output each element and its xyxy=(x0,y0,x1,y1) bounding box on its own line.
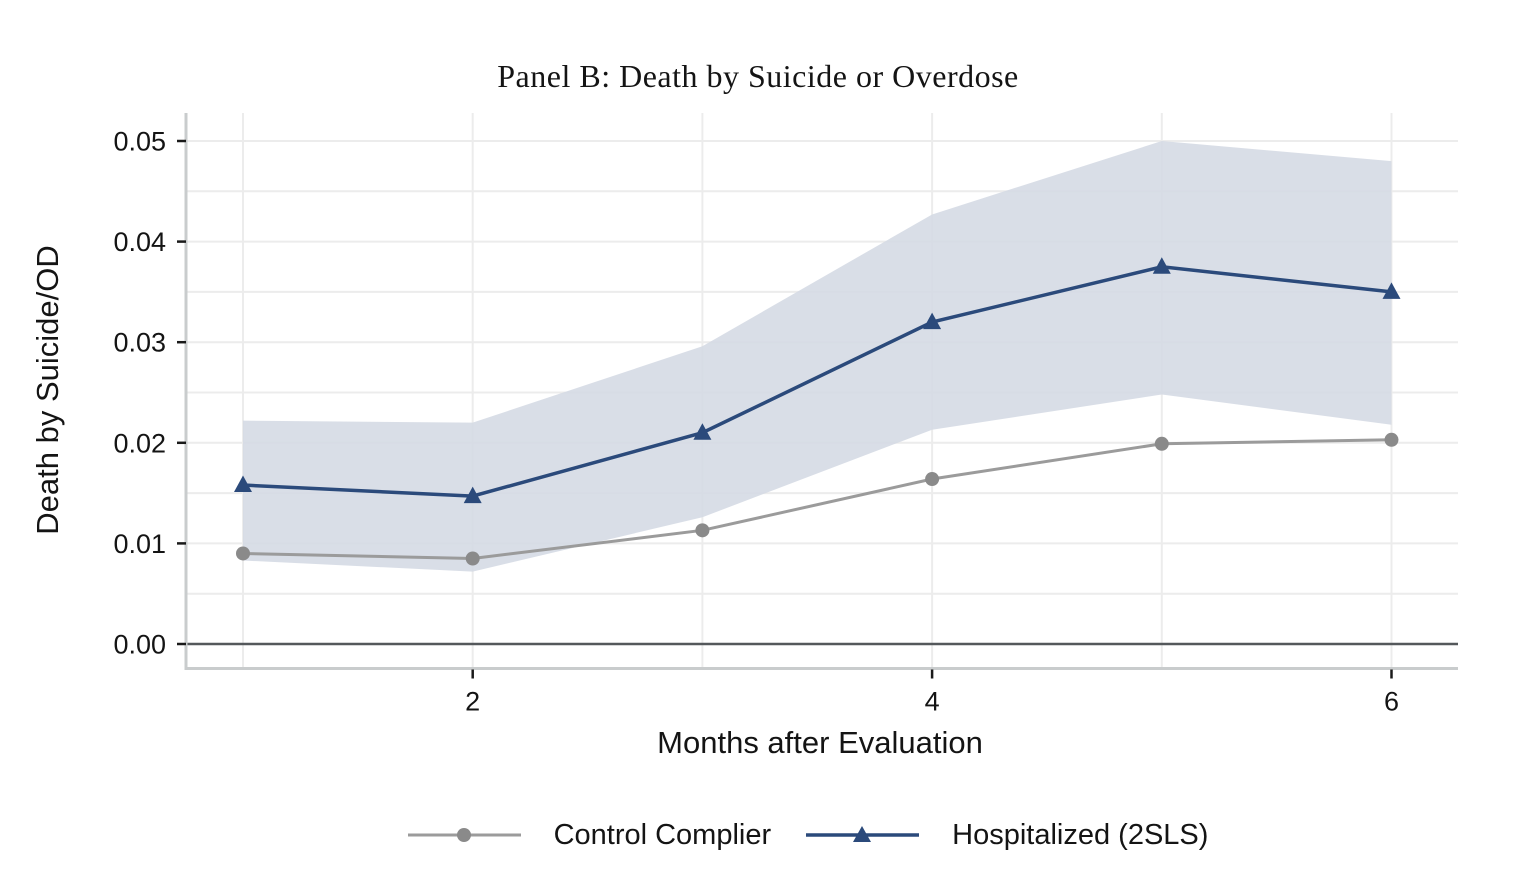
y-tick-label: 0.00 xyxy=(113,630,166,660)
legend-item-control: Control Complier xyxy=(407,818,772,852)
circle-icon xyxy=(407,828,521,842)
control-marker-circle xyxy=(925,472,940,487)
x-tick-label: 6 xyxy=(1384,687,1399,717)
control-marker-circle xyxy=(1154,436,1169,451)
x-tick-label: 2 xyxy=(465,687,480,717)
hospitalized-marker-triangle xyxy=(1382,282,1401,299)
confidence-band-polygon xyxy=(243,141,1392,572)
y-axis-ticks xyxy=(177,139,186,646)
x-axis-tick-labels: 2 4 6 xyxy=(465,687,1399,717)
confidence-band xyxy=(243,141,1392,572)
control-marker-circle xyxy=(236,546,250,561)
hospitalized-marker-triangle xyxy=(693,423,712,440)
hospitalized-marker-triangle xyxy=(1152,257,1171,274)
control-marker-circle xyxy=(695,523,710,538)
y-tick-label: 0.01 xyxy=(113,529,166,559)
control-marker-circle xyxy=(1384,432,1399,447)
legend-item-hospitalized: Hospitalized (2SLS) xyxy=(806,819,1208,852)
hospitalized-marker-triangle xyxy=(463,486,482,504)
hospitalized-line xyxy=(242,264,1392,498)
y-axis-title: Death by Suicide/OD xyxy=(30,245,65,534)
control-marker-circle xyxy=(465,551,480,566)
y-axis-tick-labels: 0.00 0.01 0.02 0.03 0.04 0.05 xyxy=(113,127,166,660)
control-complier-series xyxy=(236,432,1399,566)
control-line xyxy=(242,438,1392,560)
axis-borders xyxy=(184,113,1458,670)
x-axis-title: Months after Evaluation xyxy=(657,725,983,760)
y-tick-label: 0.02 xyxy=(113,428,166,458)
hospitalized-marker-triangle xyxy=(923,312,942,330)
y-tick-label: 0.03 xyxy=(113,328,166,358)
chart-legend: Control Complier Hospitalized (2SLS) xyxy=(100,808,1516,862)
triangle-icon xyxy=(806,826,920,842)
y-tick-label: 0.04 xyxy=(113,227,166,257)
y-tick-label: 0.05 xyxy=(113,127,166,157)
x-axis-ticks xyxy=(471,669,1393,679)
hospitalized-series xyxy=(234,257,1401,504)
legend-label-hospitalized: Hospitalized (2SLS) xyxy=(952,818,1209,851)
chart-title: Panel B: Death by Suicide or Overdose xyxy=(497,58,1019,94)
x-tick-label: 4 xyxy=(925,687,940,717)
legend-label-control: Control Complier xyxy=(553,818,772,851)
hospitalized-marker-triangle xyxy=(234,475,252,493)
